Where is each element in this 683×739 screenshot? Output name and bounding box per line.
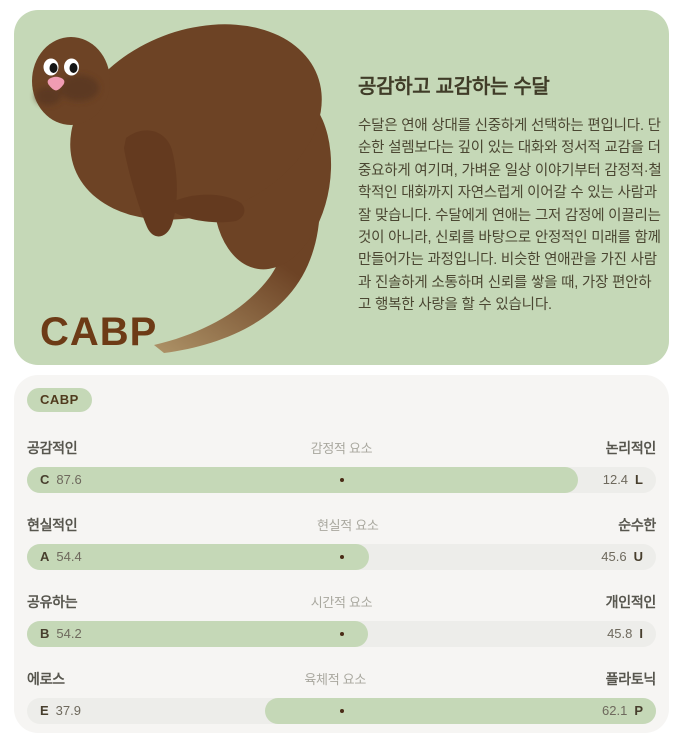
trait-right-letter: L [635,472,643,487]
trait-gauge-fill [27,544,370,570]
trait-result-card: CABP 공감적인 감정적 요소 논리적인 C 87.6 12.4 L 현실적인… [14,375,669,733]
trait-left-value: 54.2 [56,626,82,641]
trait-right-letter: U [633,549,643,564]
type-code-badge: CABP [27,388,92,412]
trait-left-label: 공감적인 [27,440,78,456]
trait-row-emotional: 공감적인 감정적 요소 논리적인 C 87.6 12.4 L [27,438,656,493]
trait-factor-label: 감정적 요소 [310,441,373,456]
trait-right-letter: I [639,626,643,641]
trait-right-label: 플라토닉 [605,671,657,687]
trait-left-letter: C [40,472,50,487]
trait-row-time: 공유하는 시간적 요소 개인적인 B 54.2 45.8 I [27,592,656,647]
trait-right-label: 개인적인 [605,594,657,610]
trait-left-value: 87.6 [56,472,82,487]
otter-pupil-left [49,63,58,73]
otter-front-arm [124,130,177,237]
trait-gauge: A 54.4 45.6 U [27,544,656,570]
type-code-large: CABP [40,310,158,354]
trait-gauge-fill [27,621,368,647]
result-title: 공감하고 교감하는 수달 [358,76,550,98]
trait-gauge-fill [27,467,578,493]
otter-tail [154,140,320,353]
trait-labels: 공유하는 시간적 요소 개인적인 [27,592,656,612]
trait-factor-label: 시간적 요소 [310,595,373,610]
otter-pupil-right [69,63,78,73]
otter-body-group [32,24,332,353]
otter-hind-foot [168,194,245,223]
trait-right-letter: P [634,703,643,718]
gauge-midpoint-dot [339,632,344,636]
otter-illustration [32,24,332,353]
trait-left-letter: A [40,549,50,564]
trait-labels: 에로스 육체적 요소 플라토닉 [27,669,656,689]
result-header-card: CABP 공감하고 교감하는 수달 수달은 연애 상대를 신중하게 선택하는 편… [14,10,669,365]
trait-gauge-fill [265,698,656,724]
trait-left-letter: E [40,703,49,718]
trait-right-value: 45.6 [601,549,627,564]
trait-factor-label: 현실적 요소 [316,518,379,533]
trait-left-label: 에로스 [27,671,65,687]
trait-right-label: 순수한 [618,517,656,533]
trait-right-value: 45.8 [607,626,633,641]
trait-left-letter: B [40,626,50,641]
header-text-block: 공감하고 교감하는 수달 수달은 연애 상대를 신중하게 선택하는 편입니다. … [358,70,662,317]
trait-left-label: 공유하는 [27,594,78,610]
trait-labels: 현실적인 현실적 요소 순수한 [27,515,656,535]
trait-row-reality: 현실적인 현실적 요소 순수한 A 54.4 45.6 U [27,515,656,570]
trait-row-physical: 에로스 육체적 요소 플라토닉 E 37.9 62.1 P [27,669,656,724]
trait-right-value: 62.1 [602,703,628,718]
trait-gauge: C 87.6 12.4 L [27,467,656,493]
trait-left-label: 현실적인 [27,517,78,533]
trait-left-value: 37.9 [55,703,81,718]
trait-factor-label: 육체적 요소 [304,672,367,687]
trait-right-value: 12.4 [602,472,629,487]
result-description: 수달은 연애 상대를 신중하게 선택하는 편입니다. 단순한 설렘보다는 깊이 … [358,118,662,314]
gauge-midpoint-dot [339,555,344,559]
gauge-midpoint-dot [339,709,344,713]
trait-labels: 공감적인 감정적 요소 논리적인 [27,438,656,458]
trait-left-value: 54.4 [56,549,82,564]
gauge-midpoint-dot [339,478,344,482]
otter-nose [47,76,65,91]
otter-muzzle [35,75,99,105]
trait-right-label: 논리적인 [605,440,657,456]
trait-gauge: B 54.2 45.8 I [27,621,656,647]
trait-gauge: E 37.9 62.1 P [27,698,656,724]
